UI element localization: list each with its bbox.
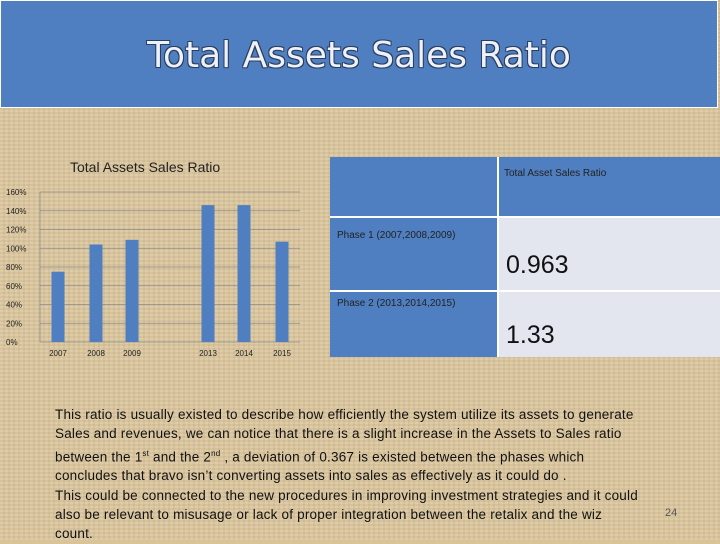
paragraph-line: between the 1st and the 2nd , a deviatio…: [55, 444, 685, 467]
slide-header: Total Assets Sales Ratio: [0, 0, 718, 108]
y-tick-label: 0%: [6, 338, 18, 347]
y-tick-label: 60%: [6, 282, 22, 291]
x-tick-label: 2008: [87, 349, 105, 358]
paragraph-text: and the 2: [149, 449, 212, 465]
bar-2015: [275, 241, 289, 342]
slide-title: Total Assets Sales Ratio: [147, 35, 571, 76]
x-tick-label: 2009: [123, 349, 141, 358]
x-tick-label: 2015: [273, 349, 291, 358]
table-row-phase2-label-cell: Phase 2 (2013,2014,2015): [330, 291, 497, 357]
y-tick-label: 140%: [6, 207, 26, 216]
table-divider: [330, 290, 720, 292]
paragraph-text: between the 1: [55, 449, 143, 465]
paragraph-line: Sales and revenues, we can notice that t…: [55, 426, 622, 442]
x-tick-label: 2014: [235, 349, 253, 358]
y-tick-label: 40%: [6, 301, 22, 310]
chart-title: Total Assets Sales Ratio: [70, 159, 221, 175]
page-number: 24: [665, 507, 678, 519]
ratio-table: Total Asset Sales Ratio Phase 1 (2007,20…: [330, 157, 720, 357]
y-tick-label: 80%: [6, 263, 22, 272]
table-header-blank-cell: [330, 157, 497, 217]
phase2-value: 1.33: [506, 321, 555, 349]
bar-chart: 0% 20% 40% 60% 80% 100% 120% 140% 160% 2007 2008 20…: [6, 188, 300, 358]
x-tick-label: 2007: [49, 349, 67, 358]
table-row-phase1-label-cell: Phase 1 (2007,2008,2009): [330, 217, 497, 291]
bar-2013: [201, 205, 215, 342]
bar-2009: [125, 239, 139, 342]
y-tick-label: 120%: [6, 226, 26, 235]
explanation-paragraph: This ratio is usually existed to describ…: [55, 405, 685, 544]
bar-2008: [89, 244, 103, 342]
y-tick-label: 100%: [6, 244, 26, 253]
bar-2014: [237, 205, 251, 342]
paragraph-line: This ratio is usually existed to describ…: [55, 407, 634, 422]
paragraph-line: also be relevant to misusage or lack of …: [55, 506, 603, 522]
paragraph-text: , a deviation of 0.367 is existed betwee…: [220, 449, 585, 465]
y-tick-label: 20%: [6, 319, 22, 328]
bar-2007: [51, 271, 65, 342]
paragraph-line: concludes that bravo isn’t converting as…: [55, 468, 567, 484]
table-row-phase1-value-cell: 0.963: [497, 217, 720, 291]
x-tick-label: 2013: [199, 349, 217, 358]
phase1-value: 0.963: [506, 251, 569, 279]
superscript: st: [142, 448, 150, 458]
phase1-label: Phase 1 (2007,2008,2009): [337, 230, 456, 241]
paragraph-line: count.: [55, 526, 93, 542]
table-header-cell: Total Asset Sales Ratio: [497, 157, 720, 217]
table-header-label: Total Asset Sales Ratio: [504, 168, 607, 179]
phase2-label: Phase 2 (2013,2014,2015): [337, 298, 456, 309]
y-tick-label: 160%: [6, 188, 26, 197]
paragraph-line: This could be connected to the new proce…: [55, 487, 638, 503]
table-divider: [330, 216, 720, 218]
table-row-phase2-value-cell: 1.33: [497, 291, 720, 357]
superscript: nd: [211, 448, 221, 458]
